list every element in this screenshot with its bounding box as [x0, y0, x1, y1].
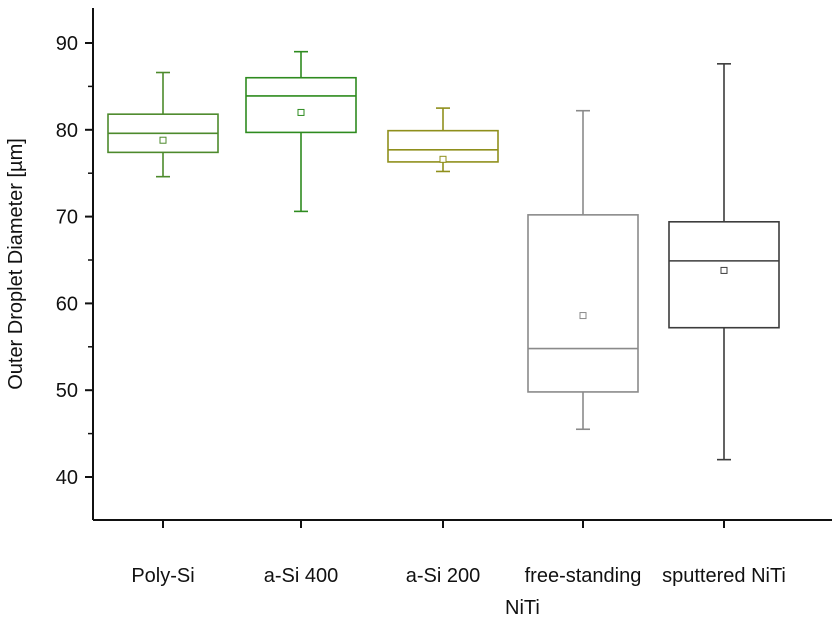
- mean-marker-a-si-400: [297, 108, 305, 116]
- mean-marker-free-standing-niti: [579, 312, 587, 320]
- y-tick-label-60: 60: [56, 293, 78, 315]
- y-tick-label-50: 50: [56, 380, 78, 402]
- category-label-free-standing-niti-line1: free-standing: [525, 565, 642, 587]
- category-label-free-standing-niti-line2: NiTi: [505, 597, 540, 619]
- y-axis-title: Outer Droplet Diameter [µm]: [5, 138, 27, 390]
- mean-marker-sputtered-niti: [720, 266, 728, 274]
- box-free-standing-niti: [527, 214, 639, 393]
- category-label-sputtered-niti: sputtered NiTi: [662, 565, 786, 587]
- category-label-a-si-200: a-Si 200: [406, 565, 481, 587]
- y-tick-label-80: 80: [56, 120, 78, 142]
- category-label-poly-si: Poly-Si: [131, 565, 194, 587]
- category-label-a-si-400: a-Si 400: [264, 565, 339, 587]
- y-tick-label-70: 70: [56, 207, 78, 229]
- y-tick-label-90: 90: [56, 33, 78, 55]
- box-sputtered-niti: [668, 221, 780, 329]
- y-tick-label-40: 40: [56, 467, 78, 489]
- box-a-si-400: [245, 76, 357, 134]
- mean-marker-poly-si: [159, 136, 167, 144]
- mean-marker-a-si-200: [439, 155, 447, 163]
